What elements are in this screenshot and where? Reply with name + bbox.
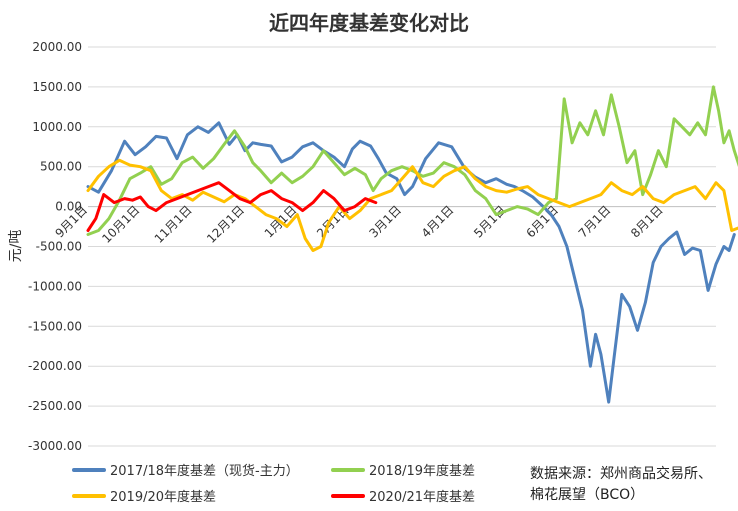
legend: 2017/18年度基差（现货-主力） 2018/19年度基差 2019/20年度基差… xyxy=(72,463,475,505)
y-tick-labels: 2000.00 1500.00 1000.00 500.00 0.00 -500.00 -1… xyxy=(28,40,82,453)
y-tick-label: 2000.00 xyxy=(32,40,82,54)
x-tick-label: 4月1日 xyxy=(419,203,457,241)
series-line-1 xyxy=(86,121,736,404)
series-lines xyxy=(86,85,738,404)
x-tick-label: 8月1日 xyxy=(628,203,666,241)
x-tick-labels: 9月1日 10月1日 11月1日 12月1日 1月1日 2月1日 3月1日 4月1日 5月1日 6… xyxy=(52,203,665,246)
legend-item: 2019/20年度基差 xyxy=(72,489,216,505)
source-note-line-1: 数据来源：郑州商品交易所、 xyxy=(530,465,712,482)
legend-item: 2020/21年度基差 xyxy=(331,489,475,505)
y-axis-label: 元/吨 xyxy=(8,230,24,263)
x-tick-label: 7月1日 xyxy=(576,203,614,241)
x-tick-label: 3月1日 xyxy=(366,203,404,241)
legend-label: 2020/21年度基差 xyxy=(369,489,475,505)
legend-label: 2018/19年度基差 xyxy=(369,463,475,479)
series-line-2 xyxy=(86,85,738,236)
x-tick-label: 5月1日 xyxy=(471,203,509,241)
series-line-4 xyxy=(86,181,378,232)
gridlines xyxy=(88,46,716,447)
legend-label: 2017/18年度基差（现货-主力） xyxy=(110,463,299,479)
y-tick-label: -1000.00 xyxy=(28,279,82,293)
y-tick-label: 1500.00 xyxy=(32,80,82,94)
series-line-3 xyxy=(86,158,738,252)
y-tick-label: -500.00 xyxy=(36,240,82,254)
y-tick-label: -2500.00 xyxy=(28,399,82,413)
y-tick-label: -1500.00 xyxy=(28,319,82,333)
x-tick-label: 12月1日 xyxy=(204,203,247,246)
source-note-line-2: 棉花展望（BCO） xyxy=(530,486,644,503)
legend-item: 2017/18年度基差（现货-主力） xyxy=(72,463,299,479)
y-tick-label: 0.00 xyxy=(55,200,82,214)
chart-title: 近四年度基差变化对比 xyxy=(269,11,469,35)
legend-item: 2018/19年度基差 xyxy=(331,463,475,479)
y-tick-label: -3000.00 xyxy=(28,439,82,453)
legend-label: 2019/20年度基差 xyxy=(110,489,216,505)
y-tick-label: 1000.00 xyxy=(32,120,82,134)
y-tick-label: 500.00 xyxy=(40,160,82,174)
y-tick-label: -2000.00 xyxy=(28,359,82,373)
